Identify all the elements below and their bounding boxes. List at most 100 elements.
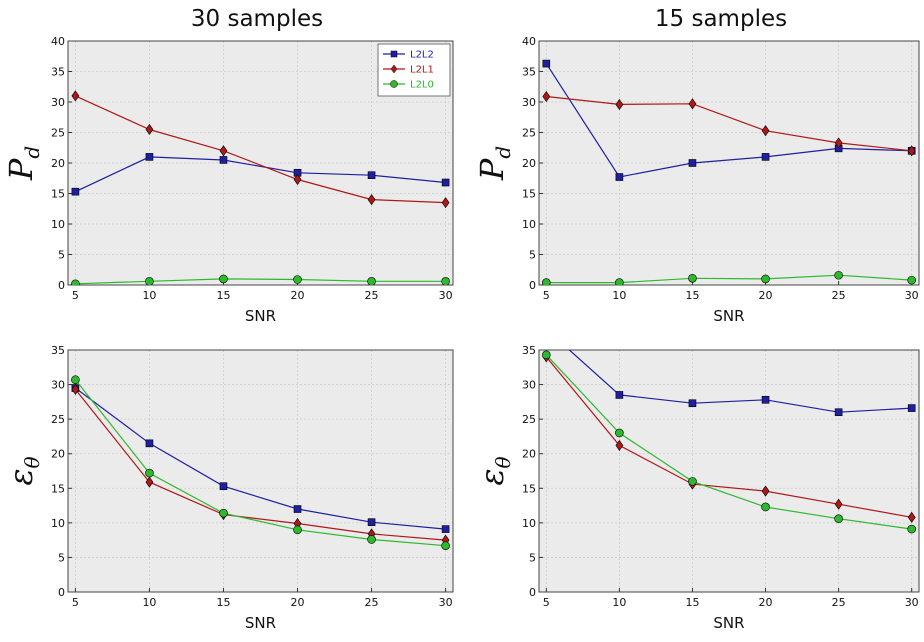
x-tick-label: 5 <box>543 289 550 302</box>
legend-label-L2L0: L2L0 <box>410 80 434 91</box>
y-tick-label: 15 <box>51 482 65 495</box>
series-group <box>71 90 450 285</box>
data-point-L2L2 <box>907 404 916 412</box>
y-tick-label: 25 <box>522 413 536 426</box>
series-line-L2L2 <box>545 63 912 178</box>
data-point-L2L0 <box>367 535 376 544</box>
y-tick-label: 25 <box>522 127 536 140</box>
y-tick-label: 5 <box>58 249 65 262</box>
x-tick-label: 20 <box>291 289 305 302</box>
data-point-L2L0 <box>145 277 154 285</box>
y-tick-label: 15 <box>522 482 536 495</box>
data-point-L2L0 <box>441 541 450 550</box>
series-line-L2L1 <box>546 95 912 152</box>
series-line-L2L1 <box>74 389 446 541</box>
data-point-L2L1 <box>293 173 302 185</box>
data-point-L2L2 <box>145 439 154 448</box>
data-point-L2L1 <box>441 197 450 209</box>
data-point-L2L1 <box>907 511 916 523</box>
series-line-L2L0 <box>545 354 912 530</box>
y-axis-label: εθ <box>473 456 515 485</box>
y-axis-label: Pd <box>2 146 44 181</box>
data-point-L2L0 <box>688 273 697 283</box>
data-point-L2L2 <box>441 525 450 533</box>
legend-label-L2L2: L2L2 <box>410 50 434 61</box>
x-tick-label: 20 <box>759 596 773 609</box>
data-point-L2L0 <box>761 502 770 512</box>
data-point-L2L2 <box>761 395 770 404</box>
data-point-L2L0 <box>441 277 450 285</box>
x-tick-label: 30 <box>905 596 919 609</box>
y-tick-label: 0 <box>58 586 65 599</box>
x-tick-label: 30 <box>439 289 453 302</box>
y-tick-label: 0 <box>529 586 536 599</box>
y-tick-label: 25 <box>51 413 65 426</box>
series-group <box>542 59 916 285</box>
right-column-title: 15 samples <box>655 6 787 32</box>
data-point-L2L2 <box>688 159 697 167</box>
data-point-L2L0 <box>907 275 916 285</box>
x-tick-label: 25 <box>832 596 846 609</box>
x-tick-label: 5 <box>543 596 550 609</box>
x-tick-label: 10 <box>612 289 626 302</box>
data-point-L2L1 <box>542 90 551 103</box>
data-point-L2L1 <box>71 383 80 395</box>
data-point-L2L1 <box>615 98 624 110</box>
data-point-L2L1 <box>834 137 843 149</box>
legend-marker-L2L2 <box>390 50 398 58</box>
data-point-L2L0 <box>907 524 916 534</box>
x-axis-label: SNR <box>713 307 744 325</box>
x-tick-label: 25 <box>365 596 379 609</box>
data-point-L2L2 <box>293 505 302 513</box>
data-point-L2L0 <box>542 278 551 285</box>
y-tick-label: 5 <box>529 551 536 564</box>
x-tick-label: 10 <box>142 289 156 302</box>
data-point-L2L2 <box>219 156 228 164</box>
y-axis-label: εθ <box>2 456 44 485</box>
data-point-L2L2 <box>542 59 551 68</box>
data-point-L2L2 <box>543 326 550 333</box>
x-tick-label: 10 <box>142 596 156 609</box>
data-point-L2L0 <box>367 277 376 285</box>
data-point-L2L2 <box>367 171 376 179</box>
series-group <box>542 326 916 534</box>
series-line-L2L0 <box>74 379 446 547</box>
data-point-L2L0 <box>542 350 551 360</box>
series-group <box>71 375 450 550</box>
x-axis-label: SNR <box>245 614 276 632</box>
data-point-L2L1 <box>145 476 154 488</box>
x-tick-label: 30 <box>439 596 453 609</box>
y-tick-label: 10 <box>51 517 65 530</box>
data-point-L2L2 <box>367 518 376 526</box>
y-tick-label: 10 <box>522 517 536 530</box>
data-point-L2L0 <box>615 428 624 438</box>
y-tick-label: 40 <box>51 35 65 48</box>
legend-marker-L2L0 <box>390 80 398 88</box>
data-point-L2L0 <box>834 270 843 280</box>
x-tick-label: 5 <box>72 596 79 609</box>
y-tick-label: 25 <box>51 127 65 140</box>
x-tick-label: 20 <box>291 596 305 609</box>
data-point-L2L2 <box>615 391 624 399</box>
series-line-L2L0 <box>75 278 446 285</box>
y-tick-label: 10 <box>522 218 536 231</box>
data-point-L2L2 <box>441 178 450 187</box>
legend-marker-L2L1 <box>390 64 398 74</box>
data-point-L2L0 <box>615 278 624 285</box>
data-point-L2L0 <box>834 514 843 524</box>
x-tick-label: 30 <box>905 289 919 302</box>
y-tick-label: 40 <box>522 35 536 48</box>
data-point-L2L0 <box>293 275 302 284</box>
data-point-L2L1 <box>688 98 697 110</box>
data-point-L2L0 <box>688 477 697 486</box>
data-point-L2L2 <box>71 187 80 196</box>
data-point-L2L1 <box>71 90 80 102</box>
data-point-L2L1 <box>219 145 228 157</box>
plot-frame <box>538 40 920 286</box>
data-point-L2L0 <box>219 508 228 518</box>
y-tick-label: 20 <box>522 448 536 461</box>
data-point-L2L1 <box>907 145 916 157</box>
